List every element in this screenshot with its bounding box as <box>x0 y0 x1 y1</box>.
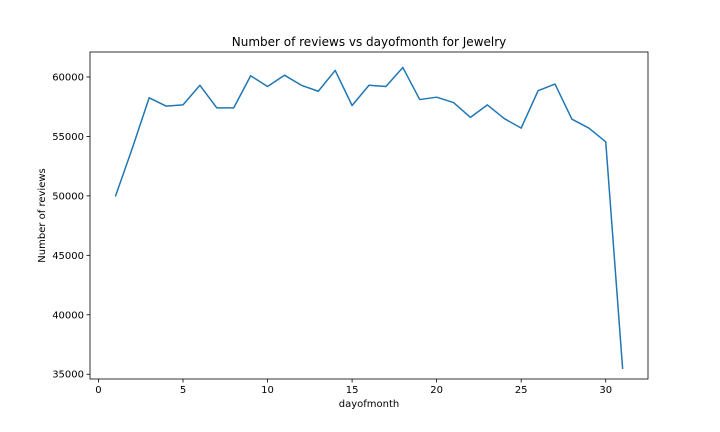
series-lines <box>114 66 624 369</box>
x-tick-label: 15 <box>346 385 359 396</box>
y-tick-label: 45000 <box>52 251 84 262</box>
y-tick-label: 60000 <box>52 72 84 83</box>
x-tick-label: 10 <box>261 385 274 396</box>
chart-title: Number of reviews vs dayofmonth for Jewe… <box>232 35 507 49</box>
y-axis-label: Number of reviews <box>37 168 48 262</box>
plot-frame <box>89 51 649 380</box>
x-tick-label: 20 <box>430 385 443 396</box>
x-axis-ticks: 0 5 10 15 20 25 30 <box>95 379 612 396</box>
y-axis-ticks: 35000 40000 45000 50000 55000 60000 <box>52 72 90 381</box>
x-axis-label: dayofmonth <box>339 399 400 410</box>
x-tick-label: 5 <box>180 385 186 396</box>
y-tick-label: 50000 <box>52 191 84 202</box>
y-tick-label: 40000 <box>52 310 84 321</box>
y-tick-label: 55000 <box>52 132 84 143</box>
y-tick-label: 35000 <box>52 370 84 381</box>
x-tick-label: 25 <box>515 385 528 396</box>
plot-area: 0 5 10 15 20 25 30 35000 40000 45000 50000 55000 60… <box>52 51 649 396</box>
x-tick-label: 30 <box>599 385 612 396</box>
x-tick-label: 0 <box>95 385 101 396</box>
